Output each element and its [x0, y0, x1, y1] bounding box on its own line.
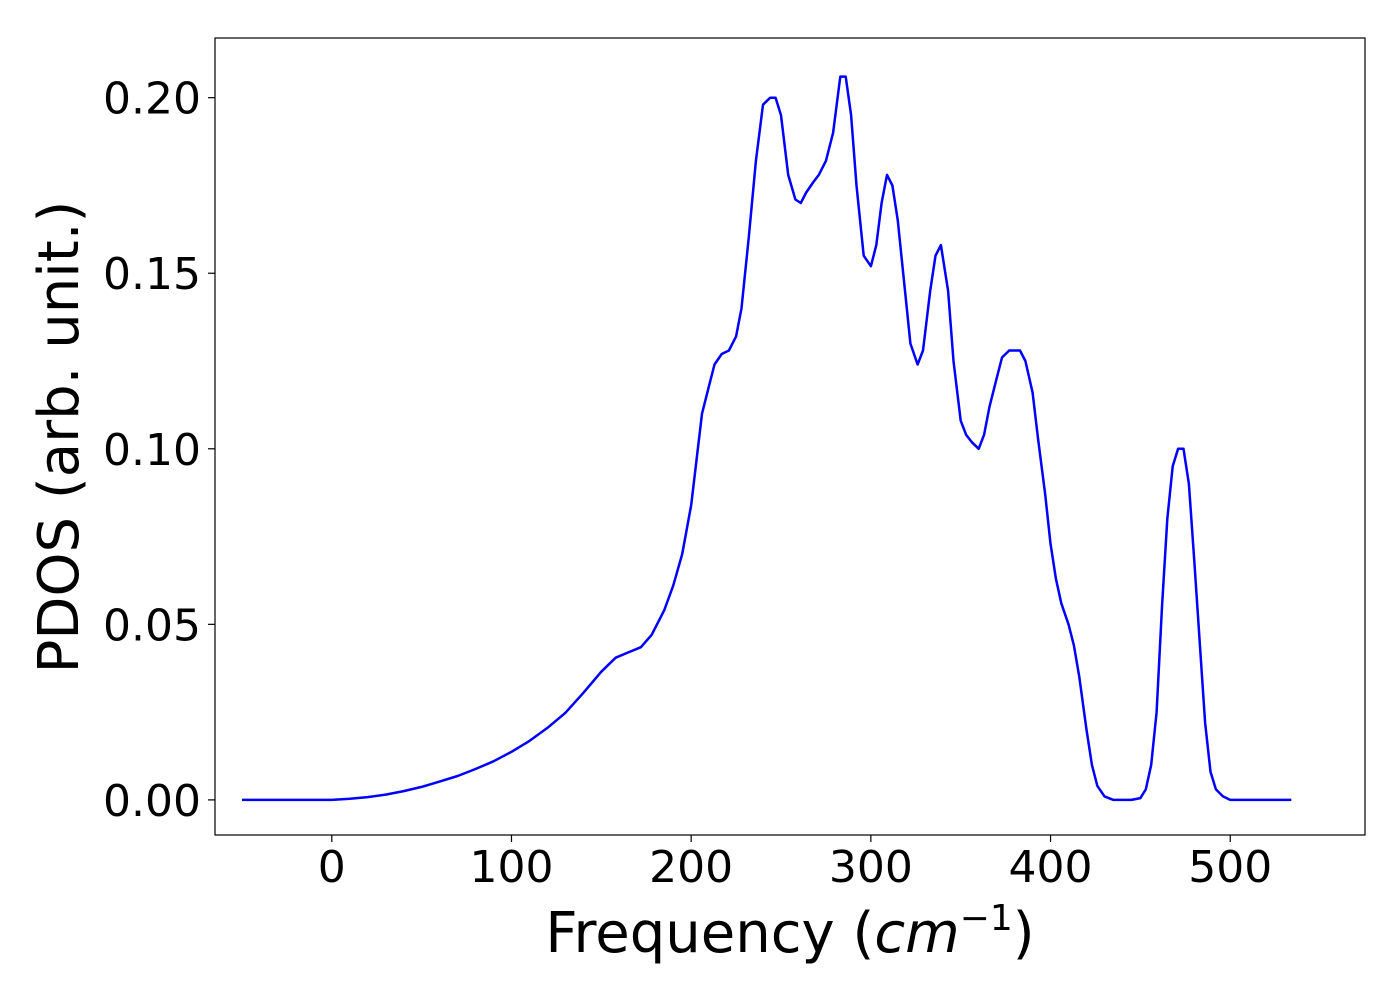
y-tick-label: 0.05 [103, 600, 201, 651]
x-tick-label: 300 [829, 842, 913, 893]
x-tick-label: 400 [1009, 842, 1093, 893]
pdos-line [242, 75, 1292, 802]
x-axis-label: Frequency (cm−1) [545, 898, 1034, 966]
x-tick-label: 0 [318, 842, 346, 893]
y-axis-ticks: 0.00 0.05 0.10 0.15 0.20 [103, 74, 215, 827]
x-tick-label: 100 [469, 842, 553, 893]
x-tick-label: 500 [1188, 842, 1272, 893]
y-tick-label: 0.15 [103, 249, 201, 300]
x-tick-label: 200 [649, 842, 733, 893]
x-axis-ticks: 0 100 200 300 400 500 [318, 835, 1272, 893]
y-tick-label: 0.00 [103, 776, 201, 827]
y-tick-label: 0.20 [103, 74, 201, 125]
y-axis-label: PDOS (arb. unit.) [27, 201, 92, 674]
plot-frame [214, 37, 1366, 836]
y-tick-label: 0.10 [103, 425, 201, 476]
